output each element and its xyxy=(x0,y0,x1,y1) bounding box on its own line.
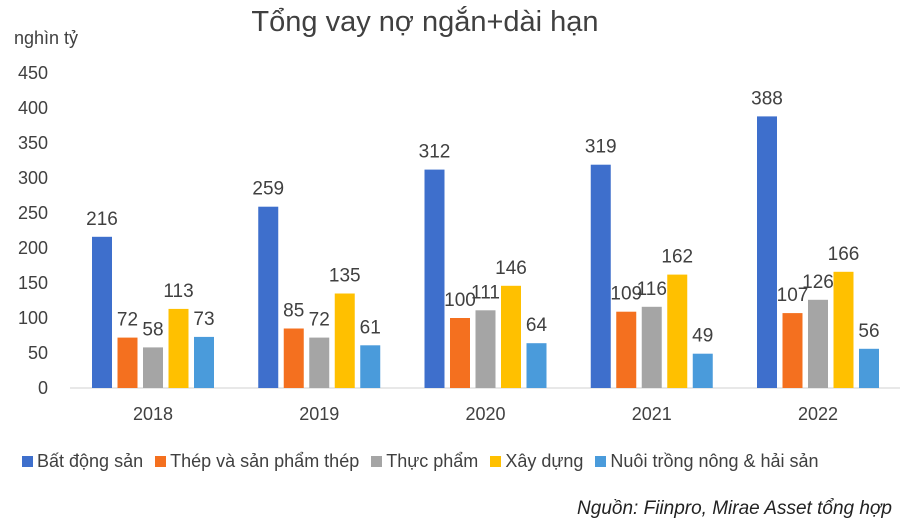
bar xyxy=(692,353,713,388)
data-label: 259 xyxy=(252,179,284,200)
data-label: 72 xyxy=(117,310,138,331)
bar xyxy=(450,318,470,388)
y-tick-label: 100 xyxy=(18,308,48,328)
legend-item: Xây dựng xyxy=(490,451,583,472)
bar xyxy=(859,348,879,388)
bar xyxy=(258,206,279,388)
y-tick-label: 450 xyxy=(18,63,48,83)
y-tick-label: 150 xyxy=(18,273,48,293)
data-label: 107 xyxy=(777,285,809,306)
legend-swatch xyxy=(155,456,167,467)
bar xyxy=(117,337,138,388)
bar xyxy=(667,274,688,388)
y-tick-label: 50 xyxy=(28,343,48,363)
bar xyxy=(526,343,547,388)
y-tick-label: 250 xyxy=(18,203,48,223)
legend-item: Bất động sản xyxy=(22,451,143,472)
bar xyxy=(501,285,521,388)
legend-label: Bất động sản xyxy=(37,451,144,471)
data-label: 146 xyxy=(495,258,527,279)
data-label: 126 xyxy=(802,272,834,293)
legend-label: Thép và sản phẩm thép xyxy=(170,451,360,471)
data-label: 166 xyxy=(828,244,860,265)
legend-item: Nuôi trồng nông & hải sản xyxy=(595,451,819,472)
data-label: 111 xyxy=(471,282,500,303)
data-label: 216 xyxy=(86,209,118,230)
data-label: 109 xyxy=(610,284,642,305)
legend: Bất động sản Thép và sản phẩm thép Thực ph… xyxy=(22,451,819,472)
y-axis-unit-label: nghìn tỷ xyxy=(14,28,79,48)
data-label: 312 xyxy=(419,142,451,163)
bar xyxy=(833,271,854,388)
data-label: 100 xyxy=(444,290,476,311)
data-label: 49 xyxy=(692,326,713,347)
bar xyxy=(283,328,304,388)
data-label: 319 xyxy=(585,137,617,158)
source-note: Nguồn: Fiinpro, Mirae Asset tổng hợp xyxy=(577,498,892,519)
data-label: 61 xyxy=(360,317,381,338)
bar xyxy=(641,306,662,388)
bar xyxy=(334,293,355,388)
data-label: 113 xyxy=(163,281,193,302)
x-tick-label: 2018 xyxy=(133,404,173,424)
y-tick-label: 350 xyxy=(18,133,48,153)
legend-swatch xyxy=(371,456,383,467)
x-tick-label: 2020 xyxy=(465,404,505,424)
bar xyxy=(590,164,611,388)
y-tick-label: 0 xyxy=(38,378,48,398)
x-tick-label: 2019 xyxy=(299,404,339,424)
data-label: 64 xyxy=(526,315,548,336)
bar xyxy=(808,299,828,388)
y-tick-label: 400 xyxy=(18,98,48,118)
legend-label: Nuôi trồng nông & hải sản xyxy=(610,451,819,471)
bar xyxy=(782,313,803,388)
y-tick-label: 200 xyxy=(18,238,48,258)
data-label: 72 xyxy=(309,310,330,331)
legend-swatch xyxy=(22,456,33,467)
data-label: 56 xyxy=(858,321,879,342)
bar xyxy=(360,345,381,388)
legend-swatch xyxy=(595,456,607,467)
legend-item: Thực phẩm xyxy=(371,451,478,472)
bar xyxy=(143,347,163,388)
legend-item: Thép và sản phẩm thép xyxy=(155,451,359,472)
chart-title: Tổng vay nợ ngắn+dài hạn xyxy=(251,6,599,38)
x-tick-label: 2022 xyxy=(798,404,838,424)
data-label: 135 xyxy=(329,266,361,287)
bar xyxy=(309,337,330,388)
data-label: 85 xyxy=(283,301,304,322)
data-label: 388 xyxy=(751,88,783,109)
legend-label: Xây dựng xyxy=(505,451,584,471)
bar xyxy=(616,311,637,388)
bar xyxy=(194,336,214,388)
bar xyxy=(168,308,189,388)
data-label: 116 xyxy=(637,279,667,300)
legend-swatch xyxy=(490,456,502,467)
x-tick-label: 2021 xyxy=(632,404,672,424)
data-label: 162 xyxy=(661,247,693,268)
data-label: 73 xyxy=(193,309,214,330)
bar xyxy=(757,116,777,389)
bar xyxy=(475,310,496,388)
y-tick-label: 300 xyxy=(18,168,48,188)
bar xyxy=(92,236,112,388)
data-label: 58 xyxy=(142,319,163,340)
bar xyxy=(424,169,445,388)
legend-label: Thực phẩm xyxy=(386,451,479,471)
